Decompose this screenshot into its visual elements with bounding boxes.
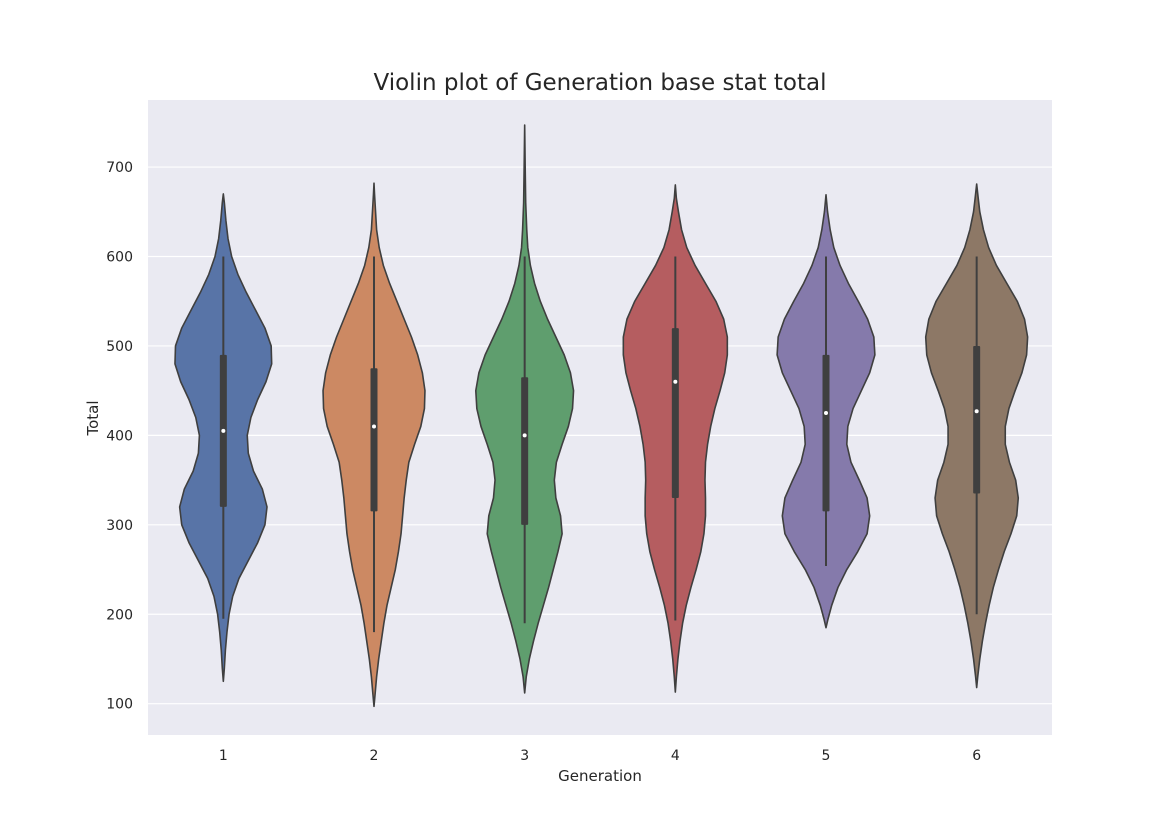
violin-iqr-box-6 <box>973 345 981 494</box>
y-tick-label: 200 <box>106 607 133 623</box>
violin-iqr-box-2 <box>370 368 378 512</box>
chart-title: Violin plot of Generation base stat tota… <box>373 70 826 96</box>
y-tick-label: 700 <box>106 160 133 176</box>
violin-median-3 <box>522 433 527 438</box>
violin-median-6 <box>974 409 979 414</box>
x-axis-label: Generation <box>558 767 642 785</box>
violin-median-4 <box>673 379 678 384</box>
x-tick-label: 5 <box>822 748 831 764</box>
violin-iqr-box-4 <box>671 328 679 498</box>
y-tick-label: 400 <box>106 428 133 444</box>
violins <box>174 124 1029 708</box>
gridlines <box>148 166 1052 705</box>
x-tick-label: 6 <box>972 748 981 764</box>
y-tick-label: 600 <box>106 250 133 266</box>
y-tick-label: 300 <box>106 518 133 534</box>
violin-median-1 <box>221 428 226 433</box>
x-tick-label: 1 <box>219 748 228 764</box>
y-axis-label: Total <box>84 400 102 436</box>
x-tick-label: 2 <box>370 748 379 764</box>
y-tick-label: 500 <box>106 339 133 355</box>
y-tick-label: 100 <box>106 697 133 713</box>
violin-iqr-box-3 <box>521 377 529 525</box>
violin-median-5 <box>824 411 828 416</box>
y-tick-labels: 100 200 300 400 500 600 700 <box>106 160 133 713</box>
plot-background <box>148 100 1052 735</box>
violin-median-2 <box>372 424 376 429</box>
x-tick-labels: 1 2 3 4 5 6 <box>219 748 981 764</box>
x-tick-label: 3 <box>520 748 529 764</box>
violin-iqr-box-5 <box>822 354 830 512</box>
x-tick-label: 4 <box>671 748 680 764</box>
